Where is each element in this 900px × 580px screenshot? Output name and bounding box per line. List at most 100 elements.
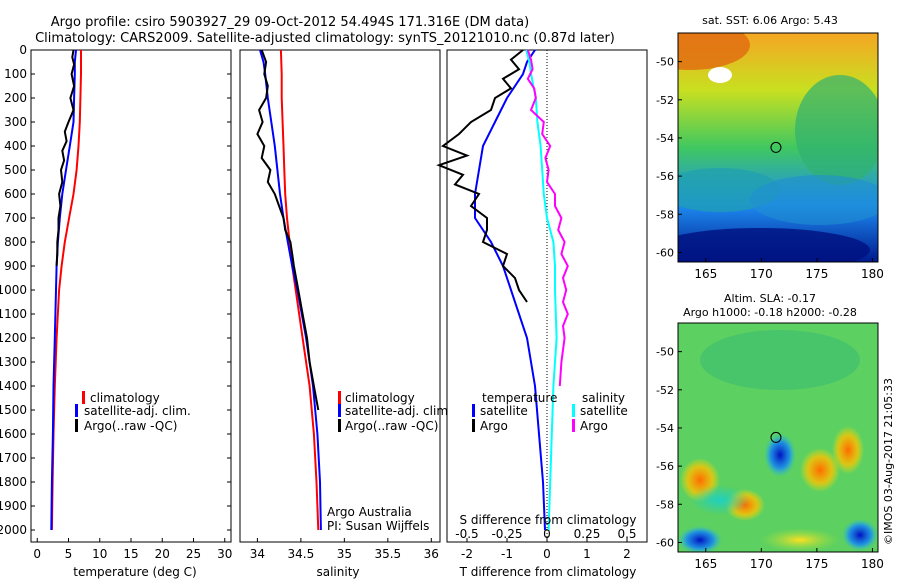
sst-heatmap <box>678 33 878 262</box>
depth-tick-label: 1600 <box>0 427 27 441</box>
x-tick-label: 1 <box>583 547 591 561</box>
depth-tick-label: 600 <box>4 187 27 201</box>
sst-map-panel: sat. SST: 6.06 Argo: 5.43 <box>656 14 884 281</box>
sst-map-title: sat. SST: 6.06 Argo: 5.43 <box>702 14 838 27</box>
x2-tick-label: 0.25 <box>574 527 601 541</box>
temperature-panel: 0100200300400500600700800900100011001200… <box>0 43 647 579</box>
legend-argo-swatch <box>338 419 341 432</box>
map-x-tick-label: 170 <box>750 267 773 281</box>
x2-tick-label: 0.5 <box>617 527 636 541</box>
sla-map-frame <box>677 322 879 553</box>
depth-tick-label: 1700 <box>0 451 27 465</box>
salinity-xlabel: salinity <box>316 565 359 579</box>
map-y-tick-label: -52 <box>656 384 674 397</box>
map-y-tick-label: -58 <box>656 498 674 511</box>
x-tick-label: 2 <box>623 547 631 561</box>
x-tick-label: 34.5 <box>288 547 315 561</box>
depth-tick-label: 500 <box>4 163 27 177</box>
map-y-tick-label: -54 <box>656 132 674 145</box>
argo-location-marker <box>770 141 782 153</box>
map-y-tick-label: -52 <box>656 94 674 107</box>
t-difference-xlabel: T difference from climatology <box>459 565 637 579</box>
s-difference-label: S difference from climatology <box>460 513 637 527</box>
depth-tick-label: 900 <box>4 259 27 273</box>
x2-tick-label: -0.25 <box>491 527 522 541</box>
map-x-tick-label: 180 <box>861 557 884 571</box>
temperature-x-ticks: 0 5 10 15 20 25 30 <box>33 538 232 561</box>
x-tick-label: 30 <box>217 547 232 561</box>
sla-heatmap <box>678 323 878 552</box>
map-x-tick-label: 170 <box>750 557 773 571</box>
x-tick-label: 5 <box>65 547 73 561</box>
x-tick-label: 36 <box>424 547 439 561</box>
imos-watermark: ©IMOS 03-Aug-2017 21:05:33 <box>882 378 895 545</box>
depth-tick-label: 1500 <box>0 403 27 417</box>
salinity-axes <box>239 49 441 543</box>
map-x-tick-label: 165 <box>694 267 717 281</box>
temperature-xlabel: temperature (deg C) <box>73 565 196 579</box>
salinity-legend: climatology satellite-adj. clim. Argo(..… <box>338 391 452 433</box>
map-y-tick-label: -54 <box>656 422 674 435</box>
legend-argo-swatch <box>75 419 78 432</box>
depth-tick-label: 800 <box>4 235 27 249</box>
series-t-argo-line <box>436 49 528 303</box>
x-tick-label: 35.5 <box>374 547 401 561</box>
x-tick-label: 25 <box>186 547 201 561</box>
x-tick-label: -1 <box>501 547 513 561</box>
series-s-argo-line <box>526 49 569 387</box>
sla-map-title-line2: Argo h1000: -0.18 h2000: -0.28 <box>683 306 857 319</box>
x-tick-label: 0 <box>543 547 551 561</box>
salinity-panel: 34 34.5 35 35.5 36 climatology satellite-adj… <box>239 49 452 579</box>
depth-tick-label: 1300 <box>0 355 27 369</box>
legend-argo-label: Argo(..raw -QC) <box>84 419 177 433</box>
map-y-tick-label: -56 <box>656 170 674 183</box>
difference-legend: temperature satellite Argo salinity sate… <box>472 391 628 433</box>
annotation-argo-australia: Argo Australia <box>327 505 412 519</box>
difference-series <box>436 49 569 531</box>
map-x-tick-label: 175 <box>805 267 828 281</box>
legend-climatology-label: climatology <box>90 391 160 405</box>
legend-t-satellite-label: satellite <box>480 404 528 418</box>
depth-tick-label: 200 <box>4 91 27 105</box>
salinity-series <box>256 49 322 531</box>
legend-t-argo-label: Argo <box>480 419 508 433</box>
x-tick-label: 20 <box>155 547 170 561</box>
sst-map-ticks: 165 170 175 180 -50 -52 -54 -56 -58 -60 <box>656 56 884 281</box>
x2-tick-label: -0.5 <box>455 527 478 541</box>
depth-tick-label: 0 <box>19 43 27 57</box>
depth-tick-label: 2000 <box>0 523 27 537</box>
map-y-tick-label: -60 <box>656 536 674 549</box>
legend-temperature-heading: temperature <box>482 391 557 405</box>
x2-tick-label: 0 <box>543 527 551 541</box>
legend-satellite-label: satellite-adj. clim. <box>345 404 452 418</box>
legend-satellite-label: satellite-adj. clim. <box>84 404 191 418</box>
legend-climatology-swatch <box>338 391 341 404</box>
x-tick-label: 10 <box>92 547 107 561</box>
depth-tick-label: 1200 <box>0 331 27 345</box>
series-t-satellite-line <box>474 49 546 531</box>
temperature-legend: climatology satellite-adj. clim. Argo(..… <box>75 391 191 433</box>
map-x-tick-label: 175 <box>805 557 828 571</box>
title-line1: Argo profile: csiro 5903927_29 09-Oct-20… <box>51 15 529 30</box>
salinity-difference-x-ticks: -0.5 -0.25 0 0.25 0.5 <box>455 527 636 541</box>
argo-location-marker <box>770 431 782 443</box>
map-x-tick-label: 165 <box>694 557 717 571</box>
series-satellite-adj-clim--line <box>50 49 77 531</box>
legend-s-satellite-swatch <box>572 404 575 417</box>
temperature-axes <box>30 49 232 543</box>
x-tick-label: 34 <box>250 547 265 561</box>
series-argo-line <box>256 49 320 411</box>
depth-tick-label: 1800 <box>0 475 27 489</box>
sla-map-ticks: 165 170 175 180 -50 -52 -54 -56 -58 -60 <box>656 346 884 571</box>
map-y-tick-label: -60 <box>656 246 674 259</box>
depth-tick-label: 1400 <box>0 379 27 393</box>
depth-tick-label: 1000 <box>0 283 27 297</box>
legend-t-argo-swatch <box>472 419 475 432</box>
sla-map-panel: Altim. SLA: -0.17 Argo h1000: -0.18 h200… <box>656 292 884 571</box>
difference-x-ticks: -2 -1 0 1 2 <box>461 538 631 561</box>
map-y-tick-label: -50 <box>656 56 674 69</box>
legend-satellite-swatch <box>75 404 78 417</box>
depth-tick-label: 100 <box>4 67 27 81</box>
legend-s-satellite-label: satellite <box>580 404 628 418</box>
